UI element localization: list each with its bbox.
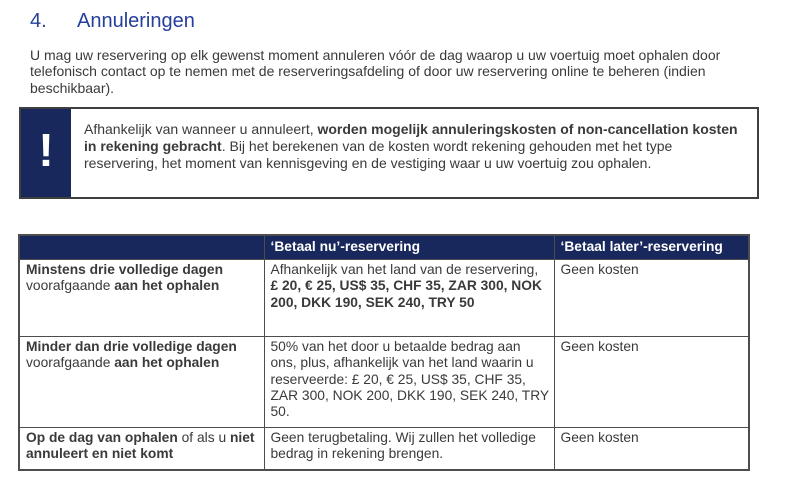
table-row: Minstens drie volledige dagen voorafgaan… [18, 258, 750, 337]
intro-paragraph: U mag uw reservering op elk gewenst mome… [30, 47, 721, 96]
pay-now-cell: Afhankelijk van het land van de reserver… [263, 258, 555, 337]
header-pay-later: ‘Betaal later’-reservering [553, 234, 750, 260]
document-page: 4. Annuleringen U mag uw reservering op … [0, 9, 800, 497]
pay-later-cell: Geen kosten [553, 335, 750, 428]
pay-later-cell: Geen kosten [553, 426, 750, 471]
header-pay-now: ‘Betaal nu’-reservering [263, 234, 555, 260]
text-segment: of als u [177, 429, 230, 445]
text-segment: voorafgaande [26, 278, 115, 294]
section-number: 4. [30, 10, 47, 32]
text-segment: 50% van het door u betaalde bedrag aan o… [270, 338, 549, 420]
section-title: Annuleringen [77, 10, 195, 32]
pay-now-cell: 50% van het door u betaalde bedrag aan o… [263, 335, 555, 428]
warning-text: Afhankelijk van wanneer u annuleert, wor… [71, 109, 757, 197]
bold-text-segment: worden mogelijk annuleringskosten of non… [84, 121, 738, 155]
pay-now-cell: Geen terugbetaling. Wij zullen het volle… [263, 426, 555, 471]
text-segment: . Bij het berekenen van de kosten wordt … [84, 138, 673, 171]
table-row: Op de dag van ophalen of als u niet annu… [18, 426, 750, 471]
text-segment: voorafgaande [26, 355, 115, 371]
text-segment: Geen terugbetaling. Wij zullen het volle… [270, 429, 536, 462]
bold-text-segment: Minder dan drie volledige dagen [26, 338, 237, 354]
exclamation-icon: ! [21, 109, 71, 198]
bold-text-segment: aan het ophalen [114, 355, 220, 371]
bold-text-segment: £ 20, € 25, US$ 35, CHF 35, ZAR 300, NOK… [270, 278, 542, 310]
warning-box: ! Afhankelijk van wanneer u annuleert, w… [19, 107, 759, 200]
header-condition-empty [18, 234, 265, 260]
bold-text-segment: niet annuleert en niet komt [26, 429, 255, 462]
condition-cell: Minstens drie volledige dagen voorafgaan… [18, 258, 265, 337]
table-row: Minder dan drie volledige dagen voorafga… [18, 335, 750, 428]
cancellation-fees-table: ‘Betaal nu’-reservering ‘Betaal later’-r… [18, 234, 750, 472]
bold-text-segment: aan het ophalen [114, 278, 220, 294]
section-heading: 4. Annuleringen [30, 9, 800, 33]
table-header-row: ‘Betaal nu’-reservering ‘Betaal later’-r… [18, 234, 750, 260]
bold-text-segment: Op de dag van ophalen [26, 429, 178, 445]
pay-later-cell: Geen kosten [553, 258, 750, 337]
text-segment: Afhankelijk van wanneer u annuleert, [84, 121, 318, 138]
text-segment: Afhankelijk van het land van de reserver… [270, 261, 539, 277]
bold-text-segment: Minstens drie volledige dagen [26, 261, 224, 277]
condition-cell: Minder dan drie volledige dagen voorafga… [18, 335, 265, 428]
condition-cell: Op de dag van ophalen of als u niet annu… [18, 426, 265, 471]
